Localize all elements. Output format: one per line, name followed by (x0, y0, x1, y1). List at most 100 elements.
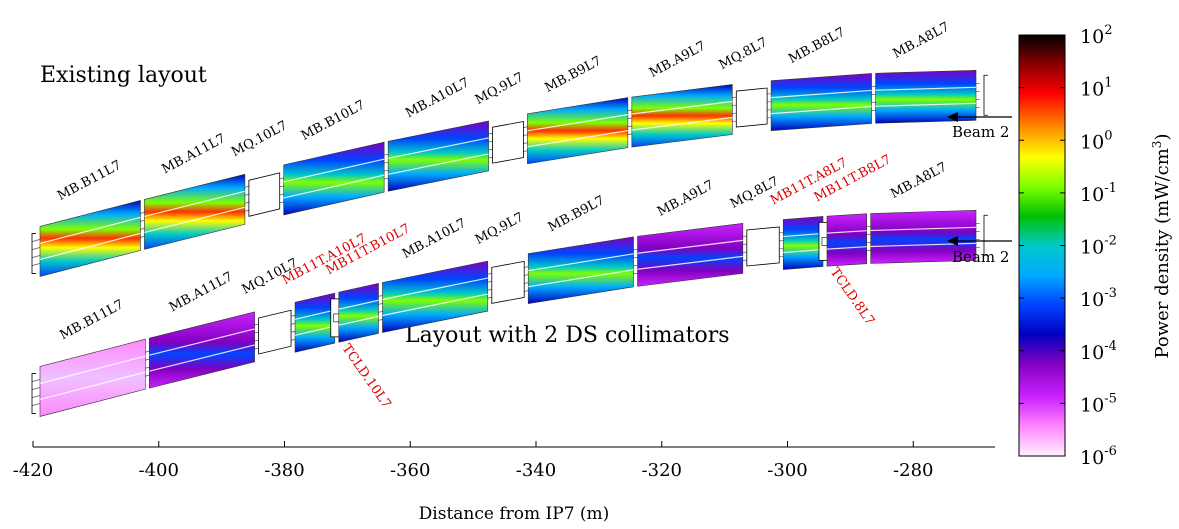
colorbar-label: Power density (mW/cm3) (1150, 134, 1173, 359)
magnet-label: MB.B9L7 (542, 54, 604, 96)
quadrupole-magnet (491, 260, 525, 304)
beam-trajectory (338, 299, 379, 310)
magnet-label: MQ.8L7 (717, 35, 771, 73)
beam-trajectory (294, 309, 335, 320)
magnet-label: MQ.10L7 (229, 118, 290, 160)
dipole-heatmap (387, 120, 489, 192)
beam-trajectory (528, 253, 634, 272)
beam-trajectory (283, 158, 385, 183)
dipole-heatmap (527, 97, 629, 165)
beam-trajectory (875, 86, 977, 91)
x-tick-label: -280 (893, 460, 933, 481)
beam-arrow-bottom: Beam 2 (947, 236, 1012, 266)
beam-trajectory (39, 371, 146, 401)
beam-trajectory (338, 315, 379, 326)
dipole-heatmap (875, 70, 977, 124)
dipole-heatmap (39, 200, 141, 277)
magnet-label: MB.A10L7 (403, 75, 472, 121)
beam-trajectory (826, 230, 867, 234)
beam-trajectory (388, 153, 489, 175)
beam-trajectory (870, 242, 977, 248)
beam-label-bottom: Beam 2 (952, 248, 1009, 266)
beam-trajectory (783, 248, 824, 254)
beam-trajectory (528, 269, 634, 288)
beam-trajectory (637, 239, 743, 254)
beam-trajectory (771, 89, 872, 99)
colorbar-scale (1018, 34, 1066, 457)
bottom-panel-title: Layout with 2 DS collimators (405, 323, 730, 348)
magnet-label: MB.A8L7 (888, 160, 949, 202)
colorbar-tick-label: 10-1 (1080, 181, 1117, 206)
magnet-label: MB.A10L7 (400, 216, 469, 262)
dipole-heatmap (294, 292, 336, 353)
dipole-heatmap (149, 311, 255, 389)
magnet-label: MB.A11L7 (167, 269, 236, 315)
dipole-heatmap (637, 223, 744, 287)
colorbar-ticks: 102 101 100 10-1 10-2 10-3 10-4 10-5 10-6 (1019, 23, 1117, 469)
beam-trajectory (144, 206, 246, 233)
magnet-label: MB.B11L7 (57, 297, 126, 343)
beam-trajectory (631, 100, 733, 115)
beam-trajectory (382, 277, 488, 301)
magnet-label: MQ.9L7 (473, 70, 527, 108)
colorbar: 102 101 100 10-1 10-2 10-3 10-4 10-5 10-6 (1018, 23, 1117, 469)
collimator-label: TCLD.10L7 (338, 342, 393, 412)
magnet-label: MB.A9L7 (647, 39, 708, 81)
dipole-heatmap (770, 73, 872, 131)
colorbar-tick-label: 102 (1080, 23, 1112, 48)
dipole-heatmap (826, 213, 867, 267)
x-tick-label: -320 (642, 460, 682, 481)
magnet-label: MQ.9L7 (473, 210, 527, 248)
line-end-cap (31, 373, 36, 414)
beam-trajectory (39, 232, 141, 261)
beam-trajectory (388, 137, 489, 159)
dipole-heatmap (382, 260, 489, 333)
magnet-label: MB.B11L7 (55, 158, 124, 204)
magnet-label: MB.B8L7 (786, 25, 848, 67)
beam-trajectory (875, 102, 977, 107)
dipole-heatmap (870, 210, 977, 264)
line-end-cap (983, 214, 988, 256)
colorbar-tick-label: 10-6 (1080, 444, 1117, 469)
magnet-label: MB.A8L7 (891, 20, 952, 62)
beam-trajectory (144, 190, 246, 217)
quadrupole-magnet (735, 87, 768, 128)
beam-trajectory (39, 355, 146, 385)
beam-trajectory (149, 344, 255, 372)
quadrupole-magnet (492, 121, 524, 164)
colorbar-tick-label: 10-4 (1080, 339, 1117, 364)
magnet-label: MB.B10L7 (299, 98, 368, 144)
x-tick-label: -340 (516, 460, 556, 481)
magnet-label: MB.B9L7 (546, 193, 608, 235)
colorbar-tick-label: 101 (1080, 76, 1112, 101)
colorbar-tick-label: 10-2 (1080, 234, 1117, 259)
top-panel-title: Existing layout (40, 63, 207, 88)
magnet-label: MB.A11L7 (160, 131, 229, 177)
beam-trajectory (527, 114, 628, 132)
dipole-heatmap (527, 236, 634, 305)
quadrupole-magnet (248, 172, 281, 217)
beam-trajectory (870, 226, 977, 232)
beam-trajectory (283, 174, 385, 199)
dipole-heatmap (782, 216, 824, 270)
dipole-heatmap (283, 141, 385, 216)
colorbar-tick-label: 10-5 (1080, 391, 1117, 416)
x-axis-label: Distance from IP7 (m) (419, 504, 610, 524)
dipole-heatmap (338, 283, 379, 343)
dipole-heatmap (144, 173, 246, 250)
beam-trajectory (631, 116, 733, 131)
beam-trajectory (294, 325, 335, 336)
x-tick-label: -380 (264, 460, 304, 481)
dipole-heatmap (631, 84, 733, 148)
quadrupole-magnet (746, 226, 780, 267)
beam-trajectory (783, 232, 824, 238)
x-tick-label: -360 (390, 460, 430, 481)
x-tick-label: -400 (139, 460, 179, 481)
quadrupole-magnet (258, 309, 292, 355)
line-end-cap (983, 74, 988, 116)
x-tick-label: -300 (767, 460, 807, 481)
colorbar-tick-label: 100 (1080, 128, 1112, 153)
beam-arrow-top: Beam 2 (947, 112, 1012, 141)
x-tick-label: -420 (13, 460, 53, 481)
